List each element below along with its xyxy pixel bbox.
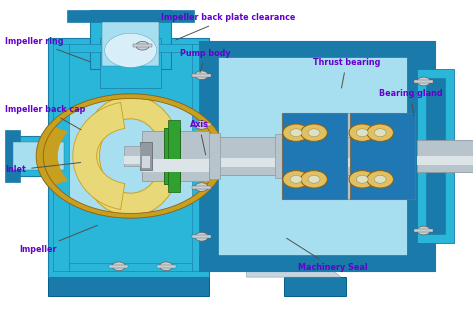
- Circle shape: [308, 175, 320, 183]
- Bar: [414, 80, 433, 83]
- Polygon shape: [69, 263, 192, 271]
- Polygon shape: [100, 38, 161, 88]
- Polygon shape: [199, 41, 218, 271]
- Bar: [209, 137, 407, 175]
- Polygon shape: [80, 95, 178, 217]
- Bar: [192, 123, 211, 126]
- Polygon shape: [199, 256, 436, 271]
- Circle shape: [301, 171, 327, 188]
- Bar: [350, 113, 415, 199]
- Circle shape: [290, 175, 302, 183]
- Circle shape: [36, 94, 225, 218]
- Polygon shape: [102, 22, 159, 66]
- Bar: [164, 128, 180, 184]
- Circle shape: [105, 33, 156, 67]
- Circle shape: [136, 41, 149, 50]
- Circle shape: [374, 129, 386, 137]
- Wedge shape: [36, 94, 222, 218]
- Bar: [109, 265, 128, 268]
- Bar: [417, 140, 474, 172]
- Circle shape: [195, 71, 208, 80]
- Bar: [192, 235, 211, 238]
- Bar: [156, 265, 175, 268]
- Polygon shape: [246, 199, 341, 277]
- Polygon shape: [199, 41, 436, 56]
- Circle shape: [308, 129, 320, 137]
- Circle shape: [356, 129, 368, 137]
- Polygon shape: [284, 277, 346, 296]
- Bar: [124, 156, 140, 164]
- Circle shape: [417, 77, 430, 86]
- Bar: [282, 113, 346, 199]
- Polygon shape: [69, 44, 192, 52]
- Circle shape: [367, 124, 393, 141]
- Circle shape: [367, 171, 393, 188]
- Bar: [275, 134, 282, 178]
- Text: Impeller ring: Impeller ring: [5, 37, 90, 62]
- Polygon shape: [407, 56, 436, 256]
- Text: Pump body: Pump body: [180, 49, 231, 73]
- Polygon shape: [10, 136, 67, 176]
- Bar: [168, 120, 180, 192]
- Circle shape: [301, 124, 327, 141]
- Bar: [143, 159, 209, 172]
- Text: Impeller: Impeller: [19, 225, 97, 254]
- Polygon shape: [417, 69, 455, 243]
- Circle shape: [349, 171, 375, 188]
- Bar: [143, 156, 150, 168]
- Polygon shape: [12, 142, 64, 170]
- Circle shape: [374, 175, 386, 183]
- Bar: [192, 186, 211, 189]
- Polygon shape: [73, 102, 125, 210]
- Polygon shape: [192, 44, 209, 271]
- Text: Axis: Axis: [190, 120, 209, 155]
- Text: Thrust bearing: Thrust bearing: [313, 58, 380, 88]
- Polygon shape: [53, 44, 69, 271]
- Bar: [414, 229, 433, 232]
- Circle shape: [290, 129, 302, 137]
- Wedge shape: [194, 126, 223, 186]
- Bar: [143, 131, 209, 181]
- Bar: [417, 156, 474, 165]
- Bar: [124, 146, 140, 166]
- Bar: [353, 113, 400, 199]
- Polygon shape: [67, 10, 194, 22]
- Polygon shape: [209, 51, 426, 261]
- Bar: [192, 74, 211, 77]
- Text: Impeller back plate clearance: Impeller back plate clearance: [161, 13, 296, 40]
- Polygon shape: [48, 277, 209, 296]
- Bar: [393, 131, 407, 181]
- Bar: [140, 142, 152, 170]
- Circle shape: [283, 124, 310, 141]
- Circle shape: [112, 262, 126, 271]
- Bar: [284, 113, 353, 199]
- Text: Impeller back cap: Impeller back cap: [5, 105, 86, 130]
- Circle shape: [195, 183, 208, 191]
- Text: Machinery Seal: Machinery Seal: [287, 238, 368, 272]
- Circle shape: [195, 232, 208, 241]
- Bar: [209, 133, 220, 179]
- Text: Bearing gland: Bearing gland: [379, 89, 442, 116]
- Wedge shape: [38, 126, 67, 186]
- Bar: [209, 158, 407, 167]
- Bar: [350, 134, 357, 178]
- Polygon shape: [426, 78, 445, 234]
- Polygon shape: [48, 38, 209, 277]
- Circle shape: [356, 175, 368, 183]
- Circle shape: [283, 171, 310, 188]
- Circle shape: [417, 226, 430, 235]
- Circle shape: [349, 124, 375, 141]
- Circle shape: [195, 121, 208, 129]
- Text: Inlet: Inlet: [5, 163, 81, 174]
- Polygon shape: [5, 129, 19, 183]
- Polygon shape: [91, 10, 171, 69]
- Bar: [133, 44, 152, 47]
- Polygon shape: [199, 41, 436, 271]
- Circle shape: [159, 262, 173, 271]
